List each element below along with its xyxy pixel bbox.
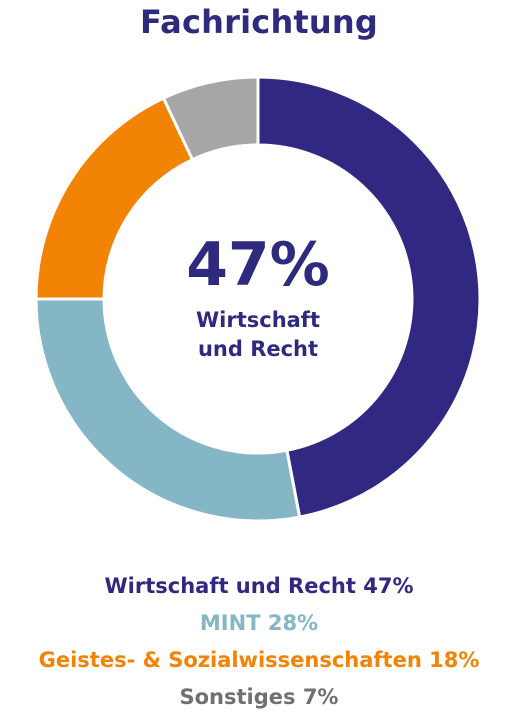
legend-item-wirtschaft-recht: Wirtschaft und Recht 47% [104, 574, 414, 598]
donut-slices [34, 75, 482, 523]
center-label-line-2: und Recht [198, 337, 318, 361]
donut-slice-geistes-sozialwissenschaften [34, 96, 195, 301]
legend-item-geistes-sozial: Geistes- & Sozialwissenschaften 18% [38, 648, 480, 672]
donut-slice-mint [34, 297, 302, 523]
center-label-line-1: Wirtschaft [196, 308, 320, 332]
legend-item-mint: MINT 28% [199, 611, 319, 635]
donut-slice-wirtschaft-und-recht [256, 75, 482, 519]
center-value: 47% [186, 230, 330, 300]
donut-slice-sonstiges [161, 75, 260, 162]
legend-item-sonstiges: Sonstiges 7% [179, 685, 339, 709]
legend: Wirtschaft und Recht 47% MINT 28% Geiste… [0, 568, 518, 716]
chart-title: Fachrichtung [140, 3, 378, 41]
donut-chart: 47% Wirtschaft und Recht [34, 75, 482, 523]
